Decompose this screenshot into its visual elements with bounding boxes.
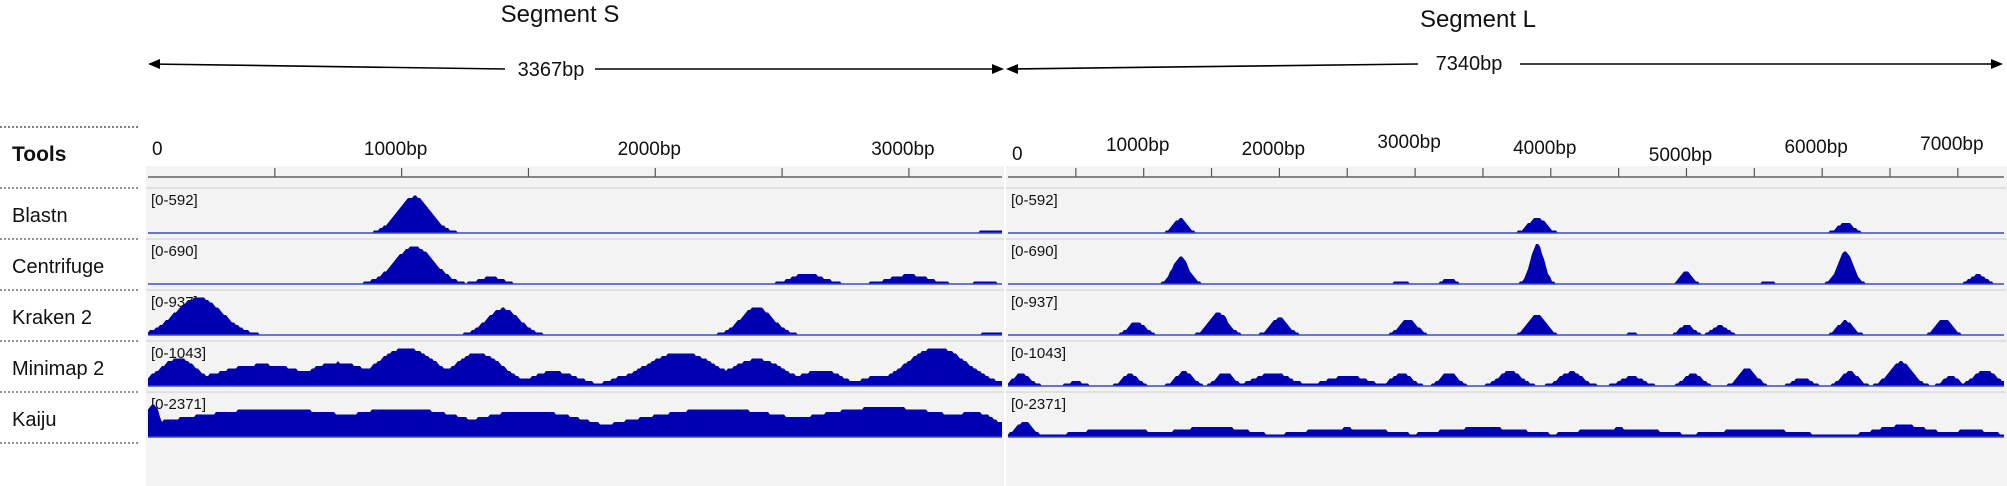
coverage-area	[148, 404, 1002, 437]
track-label: Blastn	[12, 205, 68, 227]
coverage-area	[148, 348, 1002, 386]
coverage-area	[1008, 361, 2004, 386]
track-range-label: [0-1043]	[1011, 345, 1066, 362]
tick-label: 6000bp	[1784, 137, 1847, 158]
coverage-area	[148, 246, 1002, 284]
tick-label: 0	[1012, 144, 1023, 165]
tick-label: 5000bp	[1649, 145, 1712, 166]
tick-label: 3000bp	[871, 139, 934, 160]
tick-label: 7000bp	[1920, 134, 1983, 155]
tick-label: 1000bp	[1106, 135, 1169, 156]
track-label: Centrifuge	[12, 256, 104, 278]
segment-s-length: 3367bp	[518, 59, 585, 81]
track-label: Kraken 2	[12, 307, 92, 329]
track-range-label: [0-937]	[1011, 294, 1058, 311]
track-label: Kaiju	[12, 409, 56, 431]
tools-header: Tools	[12, 143, 66, 166]
track-range-label: [0-690]	[1011, 243, 1058, 260]
panel-segment-l	[1006, 166, 2007, 486]
segment-s-length-arrow	[148, 59, 1004, 74]
tick-label: 1000bp	[364, 139, 427, 160]
track-range-label: [0-1043]	[151, 345, 206, 362]
segment-s-title: Segment S	[501, 1, 620, 28]
tick-label: 3000bp	[1377, 132, 1440, 153]
tick-label: 2000bp	[618, 139, 681, 160]
segment-l-title: Segment L	[1420, 6, 1536, 33]
track-range-label: [0-592]	[1011, 192, 1058, 209]
panel-segment-s	[146, 166, 1004, 486]
coverage-area	[148, 297, 1002, 335]
coverage-area	[1008, 312, 2004, 335]
track-range-label: [0-2371]	[1011, 396, 1066, 413]
track-range-label: [0-690]	[151, 243, 198, 260]
segment-l-length: 7340bp	[1436, 53, 1503, 75]
segment-l-length-arrow	[1006, 59, 2003, 74]
tick-label: 4000bp	[1513, 138, 1576, 159]
track-label: Minimap 2	[12, 358, 104, 380]
tick-label: 2000bp	[1242, 139, 1305, 160]
track-range-label: [0-2371]	[151, 396, 206, 413]
tick-label: 0	[152, 139, 163, 160]
coverage-area	[1008, 422, 2004, 437]
track-range-label: [0-592]	[151, 192, 198, 209]
